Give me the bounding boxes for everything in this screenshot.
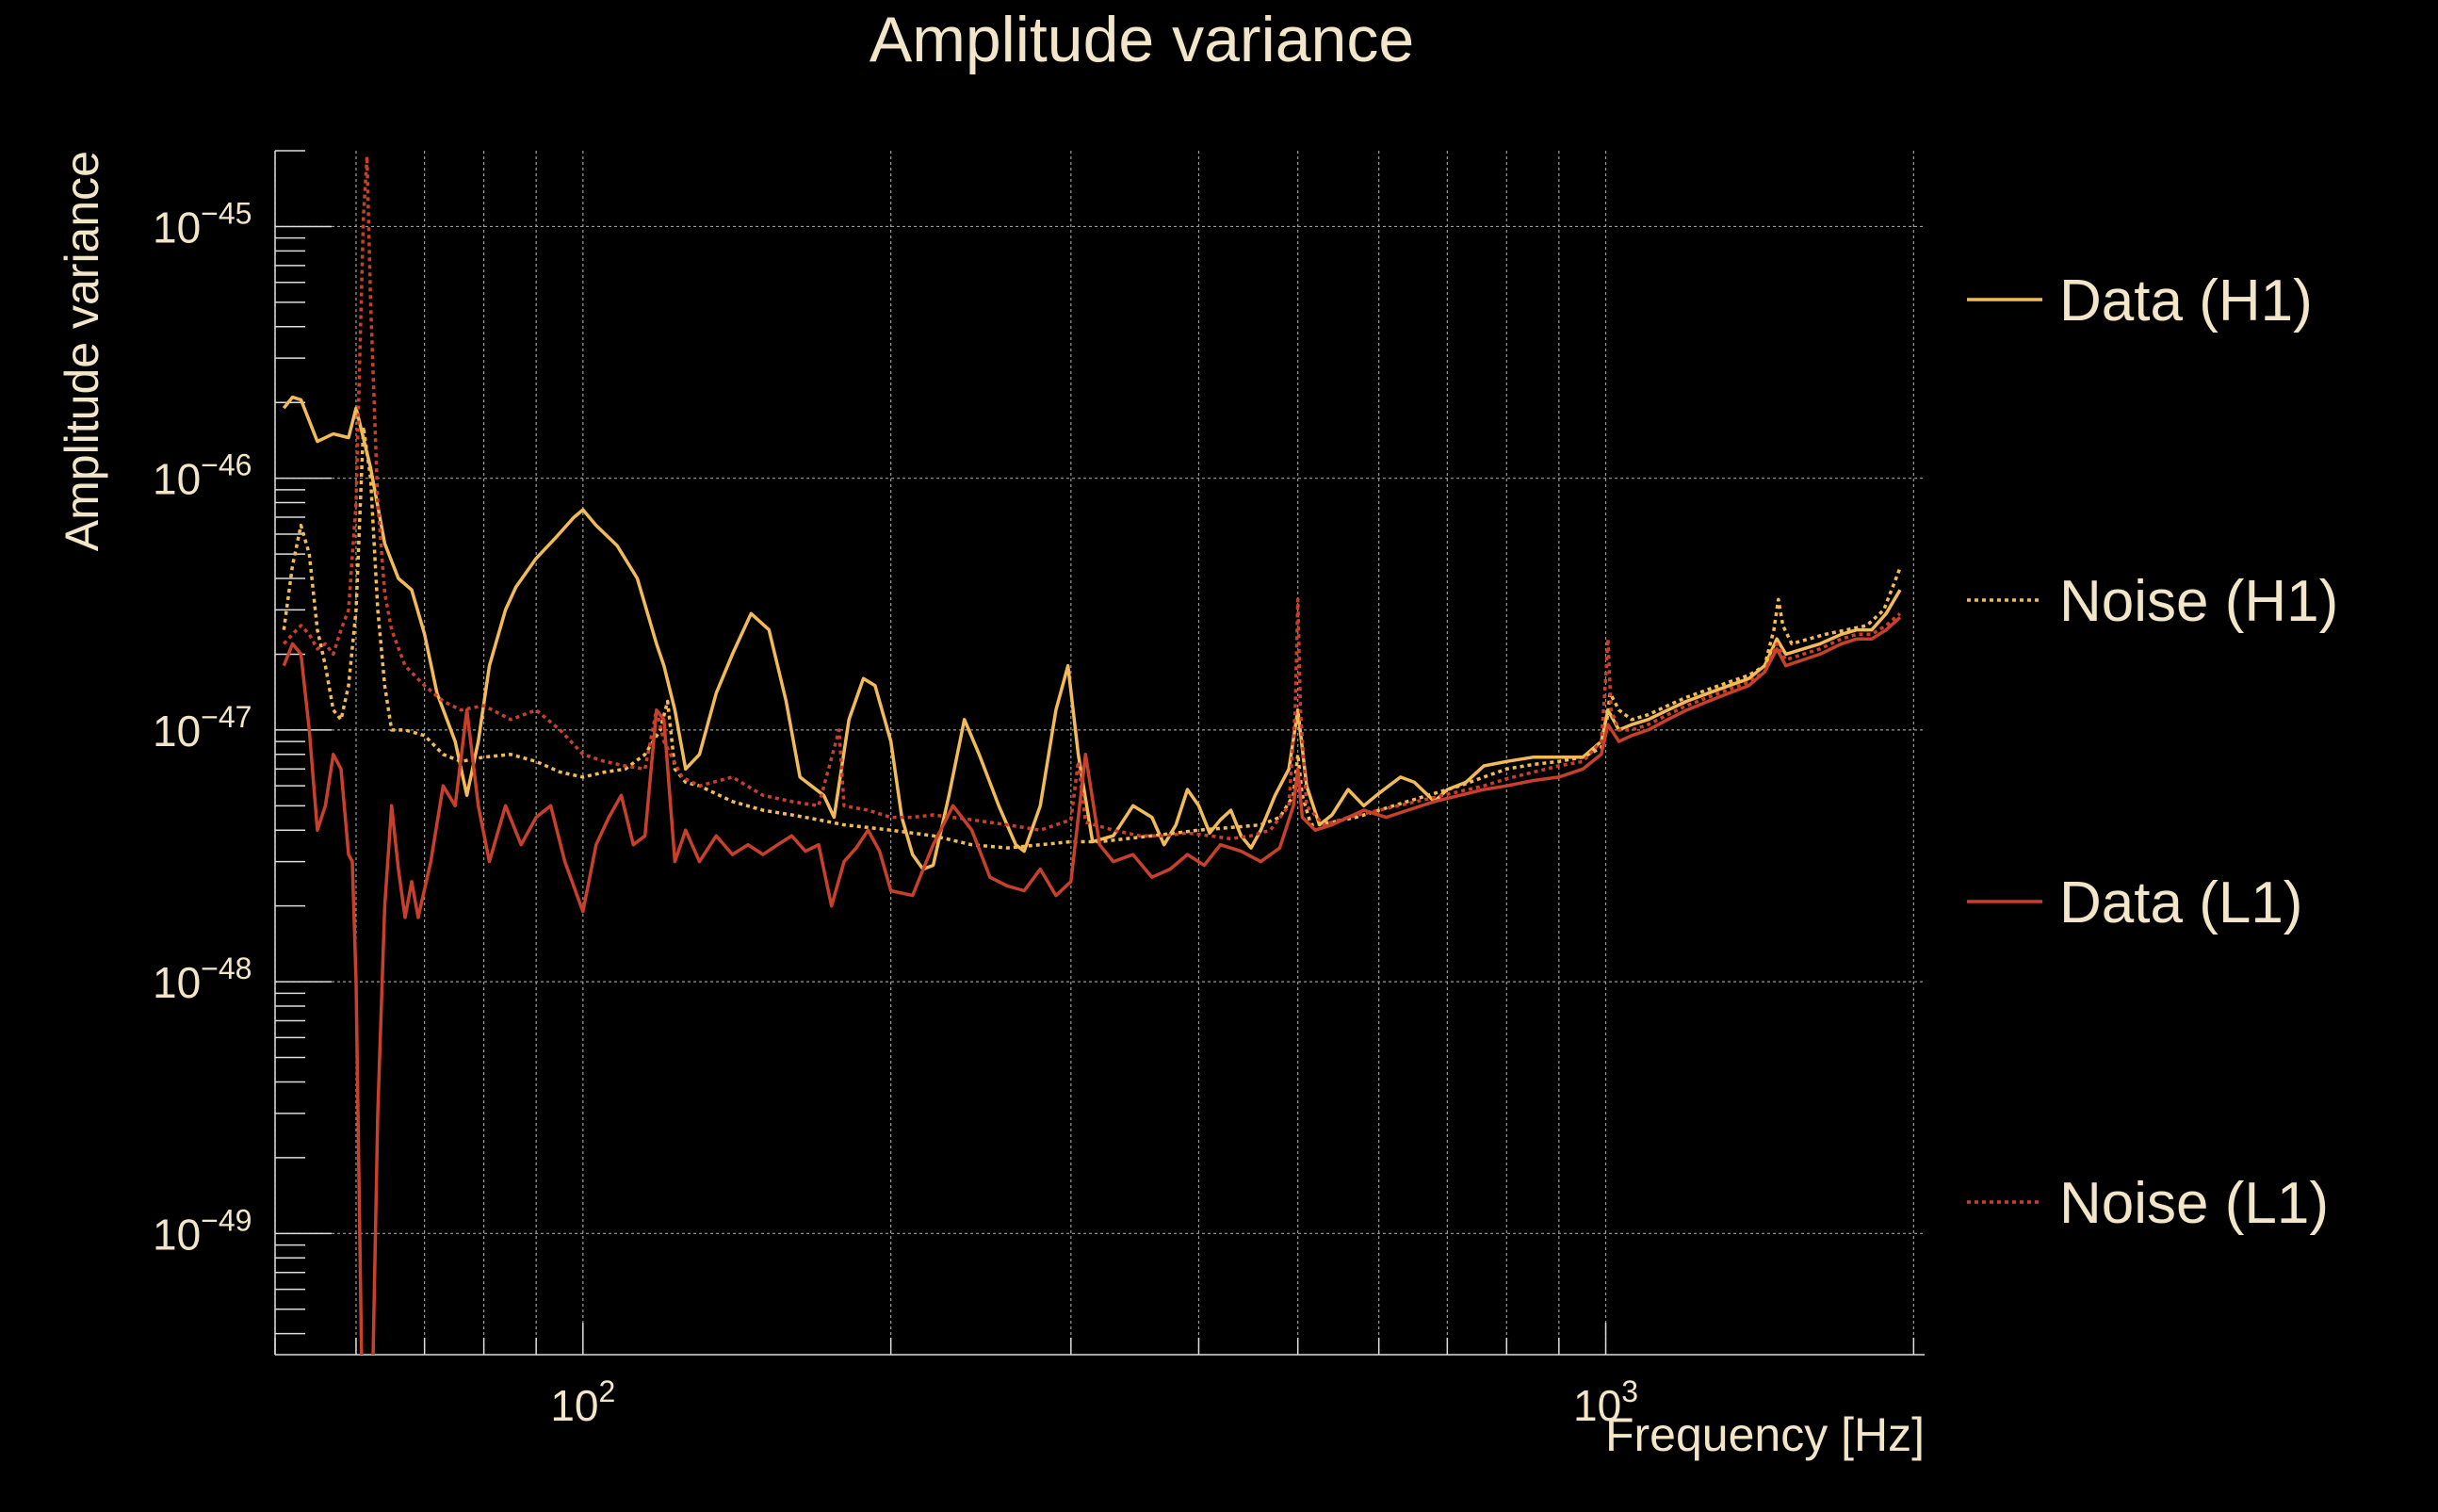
series-line-data-l1: [282, 616, 1902, 1355]
series-line-noise-l1: [283, 154, 1902, 841]
y-tick-label: 10−46: [153, 448, 252, 504]
y-tick-label: 10−45: [153, 196, 252, 252]
chart-title: Amplitude variance: [870, 4, 1414, 75]
legend-label-noise-h1: Noise (H1): [2059, 569, 2338, 634]
legend-label-noise-l1: Noise (L1): [2059, 1171, 2329, 1236]
y-tick-label: 10−47: [153, 700, 252, 756]
legend-label-data-l1: Data (L1): [2059, 870, 2302, 935]
y-tick-label: 10−49: [153, 1203, 252, 1259]
grid: [274, 151, 1925, 1355]
y-axis-ticks: 10−45 10−46 10−47 10−48 10−49: [153, 150, 332, 1335]
y-axis-label: Amplitude variance: [56, 151, 108, 551]
y-tick-label: 10−48: [153, 951, 252, 1007]
data-series: [282, 154, 1902, 1355]
x-tick-label: 102: [550, 1374, 615, 1430]
series-line-data-h1: [282, 395, 1902, 871]
legend: Data (H1) Noise (H1) Data (L1) Noise (L1): [1967, 268, 2338, 1236]
legend-label-data-h1: Data (H1): [2059, 268, 2313, 333]
x-tick-label: 103: [1573, 1374, 1638, 1430]
x-axis-label: Frequency [Hz]: [1605, 1408, 1925, 1461]
axes: 102 103 10−45 10−46 10−47 10−48 10−49: [153, 150, 1925, 1430]
x-axis-ticks: 102 103: [274, 1323, 1915, 1430]
